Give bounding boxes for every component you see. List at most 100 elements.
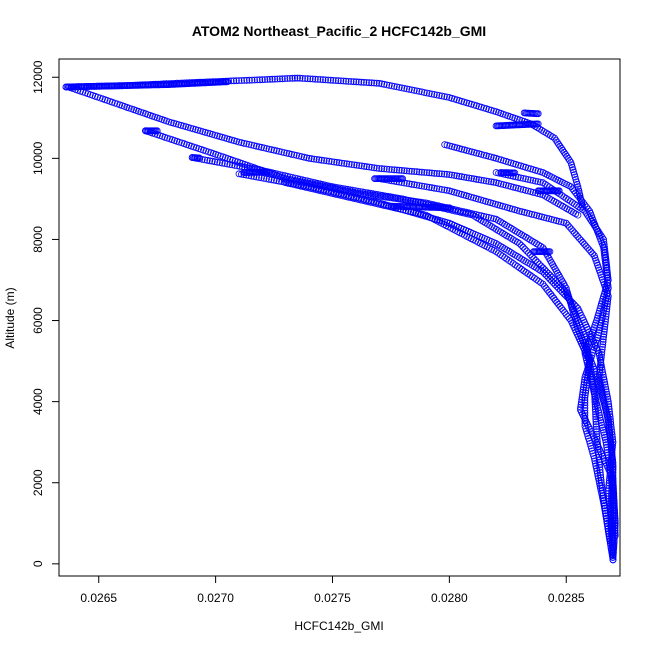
data-point — [243, 76, 251, 84]
data-point — [343, 160, 351, 168]
data-point — [420, 211, 427, 218]
data-point — [307, 185, 315, 192]
x-tick-label: 0.0285 — [548, 591, 585, 605]
data-point — [317, 187, 325, 195]
data-point — [403, 167, 411, 175]
data-point — [587, 375, 595, 383]
data-point — [271, 169, 279, 177]
data-point — [523, 247, 531, 255]
data-point — [413, 181, 421, 189]
data-point — [602, 512, 610, 520]
data-point — [594, 472, 602, 480]
data-point — [373, 164, 381, 172]
data-point — [593, 464, 600, 472]
data-point — [261, 76, 269, 83]
data-point — [377, 192, 385, 200]
data-point — [577, 403, 584, 411]
data-point — [601, 246, 609, 254]
data-point — [603, 413, 611, 421]
data-point — [539, 268, 547, 276]
data-point — [592, 408, 599, 416]
data-point — [380, 80, 388, 88]
data-point — [607, 474, 615, 482]
data-point — [600, 499, 607, 507]
data-point — [285, 150, 293, 158]
data-point — [271, 75, 279, 83]
data-point — [550, 279, 557, 287]
data-point — [460, 173, 468, 181]
data-point — [555, 284, 562, 292]
data-point — [369, 190, 377, 198]
data-point — [466, 211, 474, 218]
data-point — [413, 87, 421, 95]
data-point — [413, 168, 421, 176]
data-point — [517, 185, 525, 193]
data-point — [601, 401, 609, 409]
data-point — [248, 76, 256, 84]
data-point — [596, 411, 603, 419]
data-point — [598, 233, 606, 241]
data-point — [492, 179, 500, 187]
data-point — [581, 373, 589, 381]
data-point — [203, 156, 211, 164]
data-point — [564, 293, 571, 301]
data-point — [356, 188, 364, 195]
data-point — [235, 138, 243, 146]
data-point — [604, 448, 611, 456]
data-point — [586, 370, 594, 378]
data-point — [473, 149, 480, 157]
data-point — [374, 200, 382, 208]
data-point — [268, 75, 276, 83]
data-point — [359, 188, 366, 196]
data-point — [480, 177, 488, 184]
data-point — [581, 376, 588, 384]
data-point — [611, 527, 619, 534]
data-point — [608, 482, 616, 490]
data-point — [400, 85, 408, 92]
data-point — [405, 167, 413, 175]
data-point — [532, 256, 540, 264]
data-point — [604, 451, 612, 459]
data-point — [610, 497, 617, 505]
data-point — [601, 504, 608, 512]
data-point — [398, 84, 406, 92]
data-point — [596, 368, 603, 376]
data-point — [338, 159, 346, 167]
data-point — [297, 182, 305, 190]
data-point — [611, 522, 619, 529]
points-layer — [62, 74, 619, 564]
data-point — [408, 167, 416, 175]
data-point — [357, 78, 365, 86]
data-point — [567, 297, 575, 305]
data-point — [468, 148, 476, 156]
data-point — [371, 190, 379, 198]
data-point — [602, 258, 610, 266]
data-point — [299, 75, 306, 82]
data-point — [315, 156, 323, 164]
data-point — [211, 158, 219, 166]
data-point — [600, 328, 608, 336]
data-point — [597, 419, 605, 427]
data-point — [380, 165, 388, 173]
data-point — [278, 148, 286, 156]
data-point — [601, 320, 609, 328]
data-point — [443, 170, 451, 178]
data-point — [435, 92, 443, 99]
data-point — [605, 423, 613, 431]
data-point — [383, 81, 391, 89]
data-point — [433, 170, 441, 177]
data-point — [195, 154, 203, 162]
data-point — [605, 456, 612, 464]
data-point — [596, 354, 604, 362]
data-point — [376, 191, 384, 199]
data-point — [304, 184, 312, 192]
data-point — [465, 174, 473, 182]
data-point — [320, 157, 328, 164]
data-point — [238, 77, 246, 84]
data-point — [604, 268, 611, 276]
data-point — [306, 75, 314, 83]
data-point — [428, 184, 436, 192]
data-point — [485, 177, 493, 185]
data-point — [425, 183, 433, 191]
data-point — [330, 158, 338, 166]
